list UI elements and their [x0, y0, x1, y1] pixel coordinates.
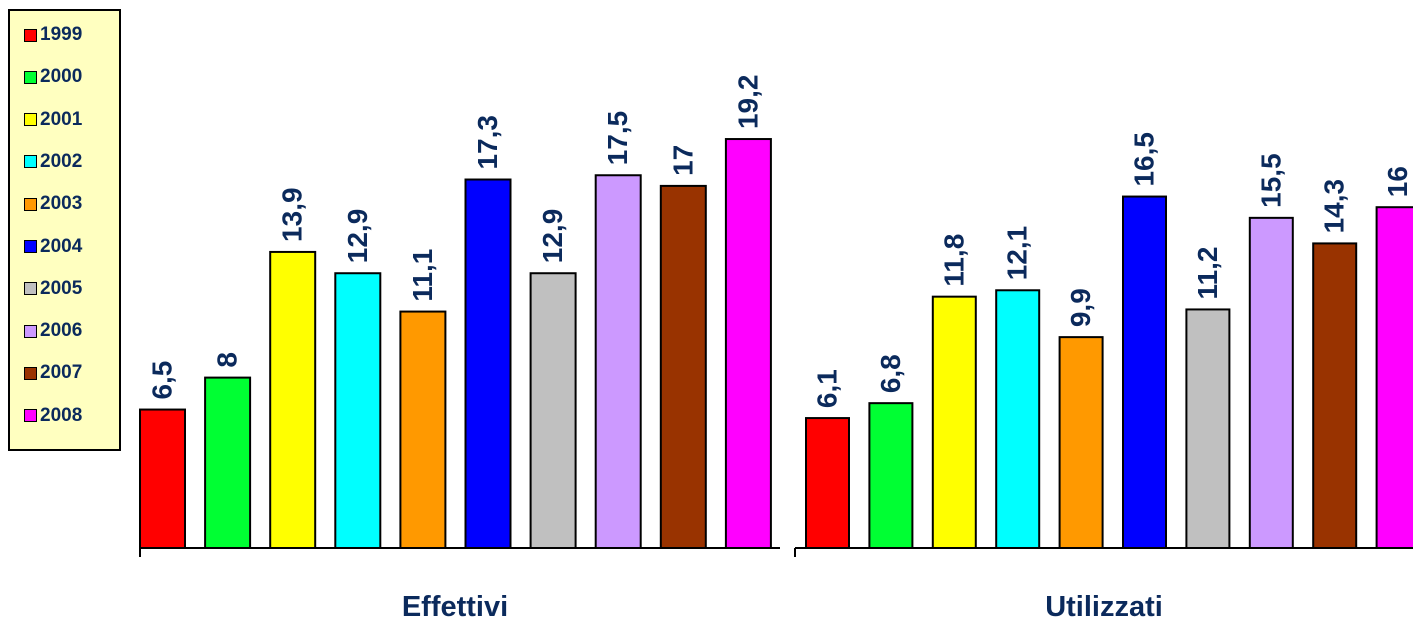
bar-utilizzati-2000 [868, 402, 914, 549]
legend-label: 2005 [40, 277, 83, 299]
bar-effettivi-2006 [594, 174, 642, 549]
data-label: 12,9 [537, 209, 568, 264]
legend-label: 2002 [40, 150, 83, 172]
bar-utilizzati-2001 [931, 295, 977, 549]
bar-effettivi-2000 [204, 376, 252, 549]
legend: 1999 2000 2001 2002 2003 2004 2005 2006 2007 2008 [8, 9, 121, 451]
data-label: 6,5 [147, 361, 178, 400]
data-label: 6,1 [812, 369, 843, 408]
bar-effettivi-1999 [139, 408, 186, 549]
data-label: 11,8 [938, 234, 969, 287]
legend-label: 2003 [40, 193, 83, 215]
data-label: 8 [212, 352, 243, 368]
legend-item-2008: 2008 [24, 404, 82, 428]
legend-item-2005: 2005 [24, 277, 82, 301]
legend-label: 2007 [40, 362, 83, 384]
legend-item-2001: 2001 [24, 108, 82, 132]
legend-item-2006: 2006 [24, 319, 82, 343]
bar-utilizzati-2008 [1375, 206, 1413, 549]
legend-label: 2000 [40, 66, 83, 88]
legend-swatch [24, 28, 37, 42]
legend-label: 2001 [40, 108, 83, 130]
legend-label: 2008 [40, 404, 83, 426]
bar-utilizzati-2005 [1185, 308, 1231, 549]
data-label: 17,5 [602, 111, 633, 166]
legend-swatch [24, 409, 37, 423]
bar-effettivi-2005 [529, 272, 577, 549]
legend-swatch [24, 155, 37, 169]
legend-item-2002: 2002 [24, 150, 82, 174]
bar-effettivi-2007 [659, 184, 707, 549]
data-label: 15,5 [1255, 153, 1286, 208]
legend-swatch [24, 70, 37, 84]
legend-label: 2006 [40, 320, 83, 342]
data-label: 13,9 [277, 187, 308, 242]
legend-swatch [24, 113, 37, 127]
legend-swatch [24, 197, 37, 211]
data-label: 16,5 [1129, 132, 1160, 187]
legend-label: 2004 [40, 235, 83, 257]
data-label: 19,2 [732, 75, 763, 130]
legend-swatch [24, 282, 37, 296]
bar-utilizzati-2003 [1058, 336, 1104, 549]
category-label: Utilizzati [1045, 591, 1163, 619]
legend-item-2003: 2003 [24, 192, 82, 216]
data-label: 11,2 [1192, 246, 1223, 299]
legend-item-2000: 2000 [24, 65, 82, 89]
data-label: 11,1 [407, 249, 438, 302]
bar-effettivi-2002 [334, 272, 382, 549]
data-label: 12,1 [1002, 226, 1033, 281]
bar-utilizzati-2006 [1248, 216, 1294, 549]
data-label: 9,9 [1065, 288, 1096, 327]
bar-effettivi-2008 [724, 138, 772, 549]
bar-effettivi-2004 [464, 178, 512, 549]
bar-effettivi-2001 [269, 250, 317, 549]
legend-label: 1999 [40, 24, 83, 45]
data-label: 6,8 [875, 354, 906, 393]
legend-swatch [24, 240, 37, 253]
legend-swatch [24, 324, 37, 338]
data-label: 17,3 [472, 115, 503, 170]
bar-utilizzati-2007 [1312, 242, 1358, 549]
legend-swatch [24, 366, 37, 380]
bar-utilizzati-1999 [805, 417, 850, 549]
data-label: 17 [667, 145, 698, 176]
bar-effettivi-2003 [399, 310, 447, 549]
data-label: 14,3 [1319, 179, 1350, 234]
data-label: 12,9 [342, 209, 373, 264]
legend-item-2004: 2004 [24, 235, 82, 259]
data-label: 16 [1382, 166, 1413, 197]
legend-item-1999: 1999 [24, 23, 82, 47]
category-label: Effettivi [402, 591, 508, 619]
bar-utilizzati-2004 [1122, 195, 1167, 550]
bar-utilizzati-2002 [995, 289, 1041, 549]
legend-item-2007: 2007 [24, 361, 82, 385]
